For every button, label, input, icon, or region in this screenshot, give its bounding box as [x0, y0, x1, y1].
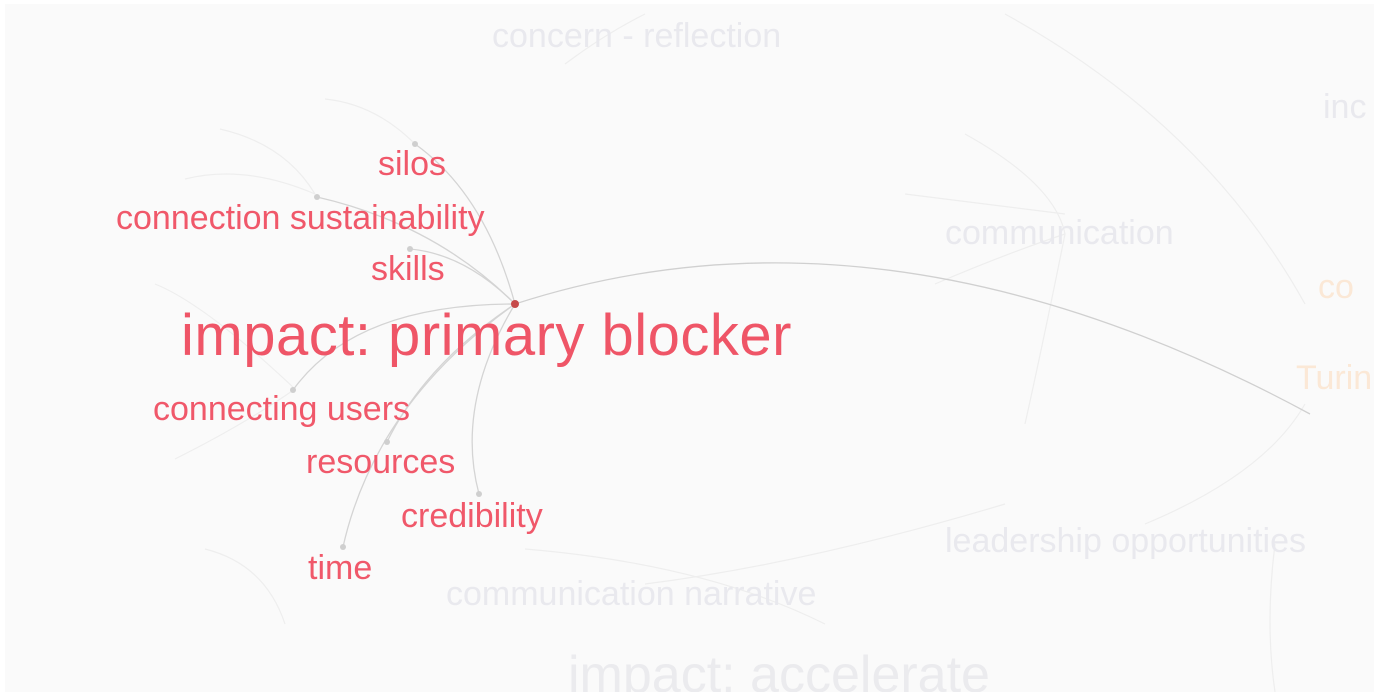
node-leadership-opportunities[interactable]: leadership opportunities	[945, 522, 1307, 560]
node-inc[interactable]: inc	[1323, 88, 1367, 126]
node-impact-accelerate[interactable]: impact: accelerate	[568, 646, 990, 692]
node-time[interactable]: time	[308, 549, 373, 587]
node-turin[interactable]: Turin	[1296, 359, 1373, 397]
network-graph-canvas[interactable]: concern - reflection communication leade…	[5, 4, 1374, 692]
node-connection-sustainability[interactable]: connection sustainability	[116, 199, 485, 237]
node-credibility[interactable]: credibility	[401, 497, 543, 535]
graph-edges	[154, 13, 1311, 692]
node-concern-reflection[interactable]: concern - reflection	[492, 17, 782, 55]
node-resources[interactable]: resources	[306, 443, 456, 481]
node-communication[interactable]: communication	[945, 214, 1174, 252]
node-communication-narrative[interactable]: communication narrative	[446, 575, 817, 613]
node-silos[interactable]: silos	[378, 145, 447, 183]
node-connecting-users[interactable]: connecting users	[153, 390, 411, 428]
focus-node-dot	[511, 300, 519, 308]
node-co[interactable]: co	[1318, 268, 1354, 306]
node-impact-primary-blocker[interactable]: impact: primary blocker	[181, 303, 792, 368]
node-skills[interactable]: skills	[371, 250, 445, 288]
